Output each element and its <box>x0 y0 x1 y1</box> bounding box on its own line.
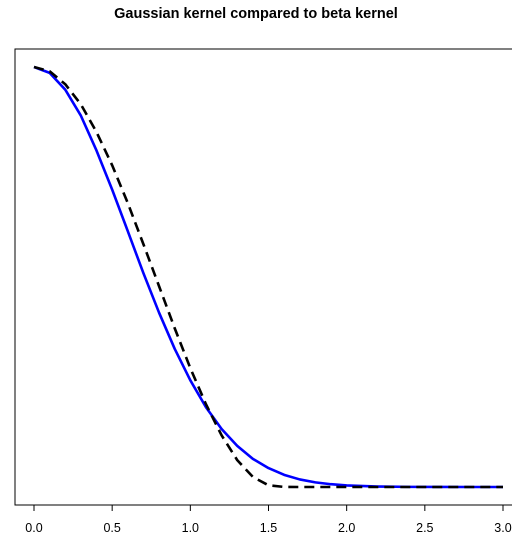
beta-kernel-line <box>33 65 503 489</box>
x-tick-label: 1.5 <box>260 521 277 535</box>
plot-frame <box>14 48 512 506</box>
chart-title: Gaussian kernel compared to beta kernel <box>114 6 398 22</box>
x-tick-label: 0.0 <box>25 521 42 535</box>
gaussian-kernel-line <box>33 65 503 489</box>
x-tick-label: 2.0 <box>338 521 355 535</box>
x-tick-label: 0.5 <box>103 521 120 535</box>
x-tick-label: 1.0 <box>182 521 199 535</box>
x-tick-label: 2.5 <box>416 521 433 535</box>
x-tick-label: 3.0 <box>494 521 511 535</box>
